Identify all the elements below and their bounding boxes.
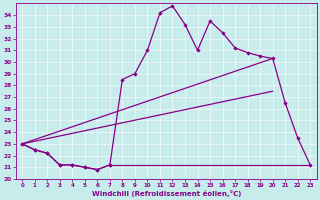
X-axis label: Windchill (Refroidissement éolien,°C): Windchill (Refroidissement éolien,°C) bbox=[92, 190, 241, 197]
